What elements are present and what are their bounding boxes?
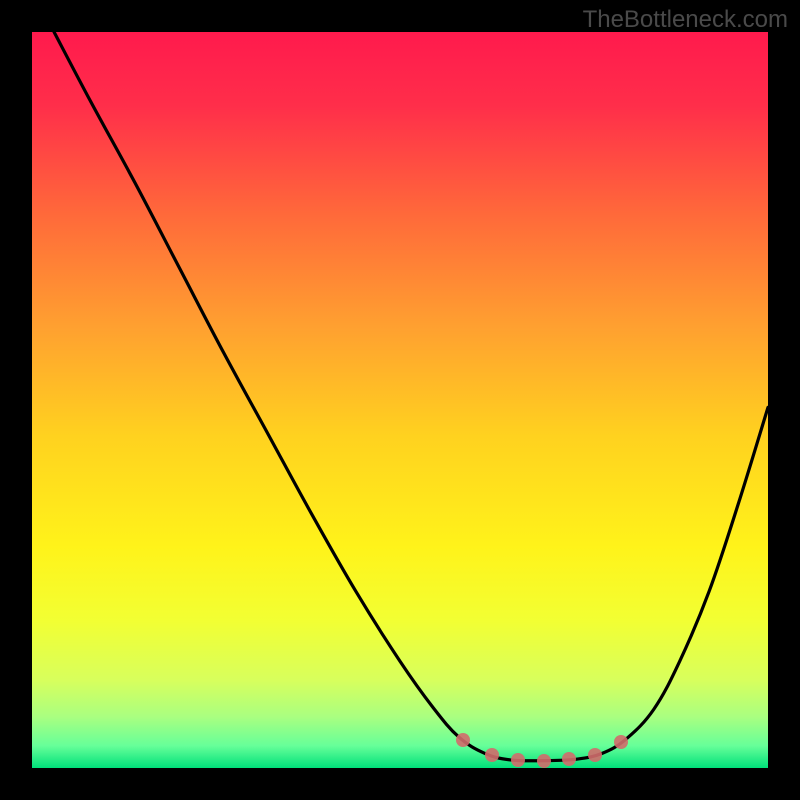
chart-container: TheBottleneck.com bbox=[0, 0, 800, 800]
valley-marker bbox=[456, 733, 470, 747]
watermark-text: TheBottleneck.com bbox=[583, 6, 788, 34]
curve-layer bbox=[32, 32, 768, 768]
valley-marker bbox=[588, 748, 602, 762]
bottleneck-curve bbox=[54, 32, 768, 761]
plot-area bbox=[32, 32, 768, 768]
valley-marker bbox=[562, 752, 576, 766]
valley-marker bbox=[614, 735, 628, 749]
valley-marker bbox=[485, 748, 499, 762]
valley-marker bbox=[537, 754, 551, 768]
valley-marker bbox=[511, 753, 525, 767]
